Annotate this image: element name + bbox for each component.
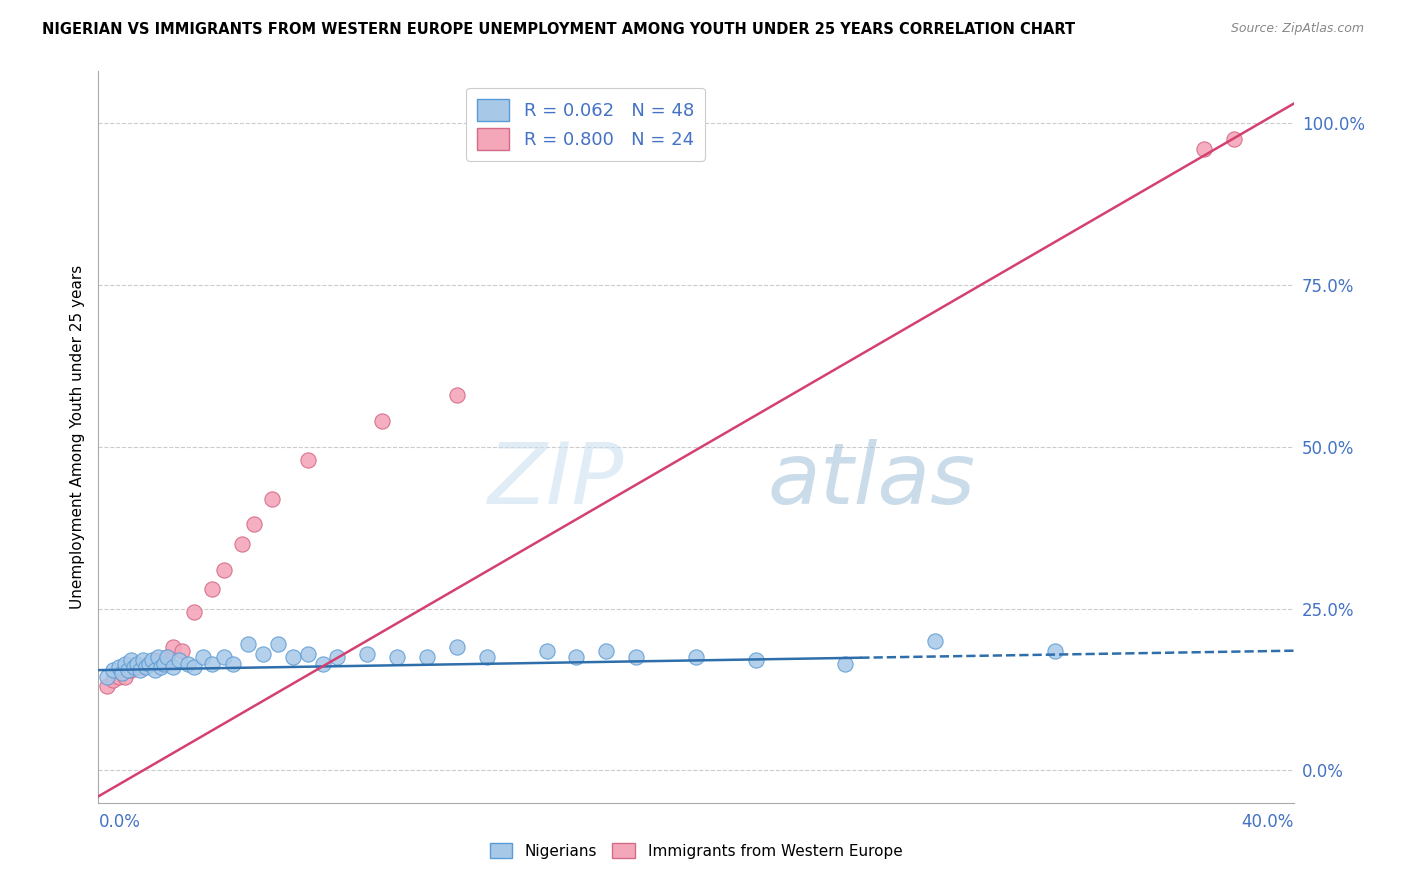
Point (114, 657, 136, 671)
Point (311, 657, 333, 671)
Point (222, 657, 245, 671)
Point (385, 650, 409, 665)
Point (141, 653, 163, 667)
Point (153, 657, 176, 671)
Point (108, 660, 131, 674)
Point (565, 650, 588, 665)
Point (626, 650, 648, 665)
Point (127, 660, 149, 674)
Point (281, 650, 304, 665)
Point (108, 669, 131, 683)
Point (326, 650, 349, 665)
Point (416, 650, 439, 665)
Point (260, 491, 283, 506)
Point (132, 660, 155, 674)
Point (201, 582, 224, 597)
Point (143, 653, 166, 667)
Text: 40.0%: 40.0% (1241, 813, 1294, 830)
Point (172, 643, 194, 657)
Point (103, 673, 125, 687)
Point (120, 653, 142, 667)
Point (297, 647, 319, 661)
Point (267, 637, 290, 651)
Point (129, 663, 152, 677)
Point (595, 643, 617, 657)
Point (117, 663, 139, 677)
Point (243, 517, 266, 532)
Point (167, 653, 190, 667)
Text: atlas: atlas (768, 440, 976, 523)
Legend: Nigerians, Immigrants from Western Europe: Nigerians, Immigrants from Western Europ… (484, 837, 908, 864)
Point (446, 388, 468, 402)
Point (132, 653, 155, 667)
Point (924, 634, 946, 648)
Point (143, 663, 166, 677)
Point (162, 640, 184, 655)
Point (745, 653, 768, 667)
Point (297, 452, 319, 467)
Y-axis label: Unemployment Among Youth under 25 years: Unemployment Among Youth under 25 years (69, 265, 84, 609)
Point (183, 605, 205, 619)
Point (148, 650, 170, 665)
Point (231, 537, 253, 551)
Text: Source: ZipAtlas.com: Source: ZipAtlas.com (1230, 22, 1364, 36)
Point (114, 669, 136, 683)
Text: 0.0%: 0.0% (98, 813, 141, 830)
Text: ZIP: ZIP (488, 440, 624, 523)
Point (103, 663, 125, 677)
Text: NIGERIAN VS IMMIGRANTS FROM WESTERN EUROPE UNEMPLOYMENT AMONG YOUTH UNDER 25 YEA: NIGERIAN VS IMMIGRANTS FROM WESTERN EURO… (42, 22, 1076, 37)
Point (252, 647, 274, 661)
Point (834, 657, 856, 671)
Point (536, 643, 558, 657)
Point (96, 679, 118, 693)
Point (371, 414, 394, 428)
Point (120, 663, 142, 677)
Point (156, 650, 179, 665)
Point (356, 647, 378, 661)
Point (475, 650, 498, 665)
Point (111, 666, 134, 681)
Point (138, 657, 160, 671)
Point (685, 650, 707, 665)
Point (1223, 132, 1246, 146)
Point (138, 657, 160, 671)
Point (150, 660, 173, 674)
Point (191, 650, 214, 665)
Point (124, 660, 146, 674)
Point (162, 660, 184, 674)
Point (446, 640, 468, 655)
Point (212, 650, 235, 665)
Point (212, 563, 235, 577)
Point (201, 657, 224, 671)
Point (150, 657, 173, 671)
Point (135, 660, 157, 674)
Point (1192, 142, 1215, 156)
Point (96, 669, 118, 683)
Point (177, 657, 200, 671)
Point (236, 637, 259, 651)
Point (183, 660, 205, 674)
Point (127, 657, 149, 671)
Point (156, 650, 179, 665)
Point (1043, 643, 1066, 657)
